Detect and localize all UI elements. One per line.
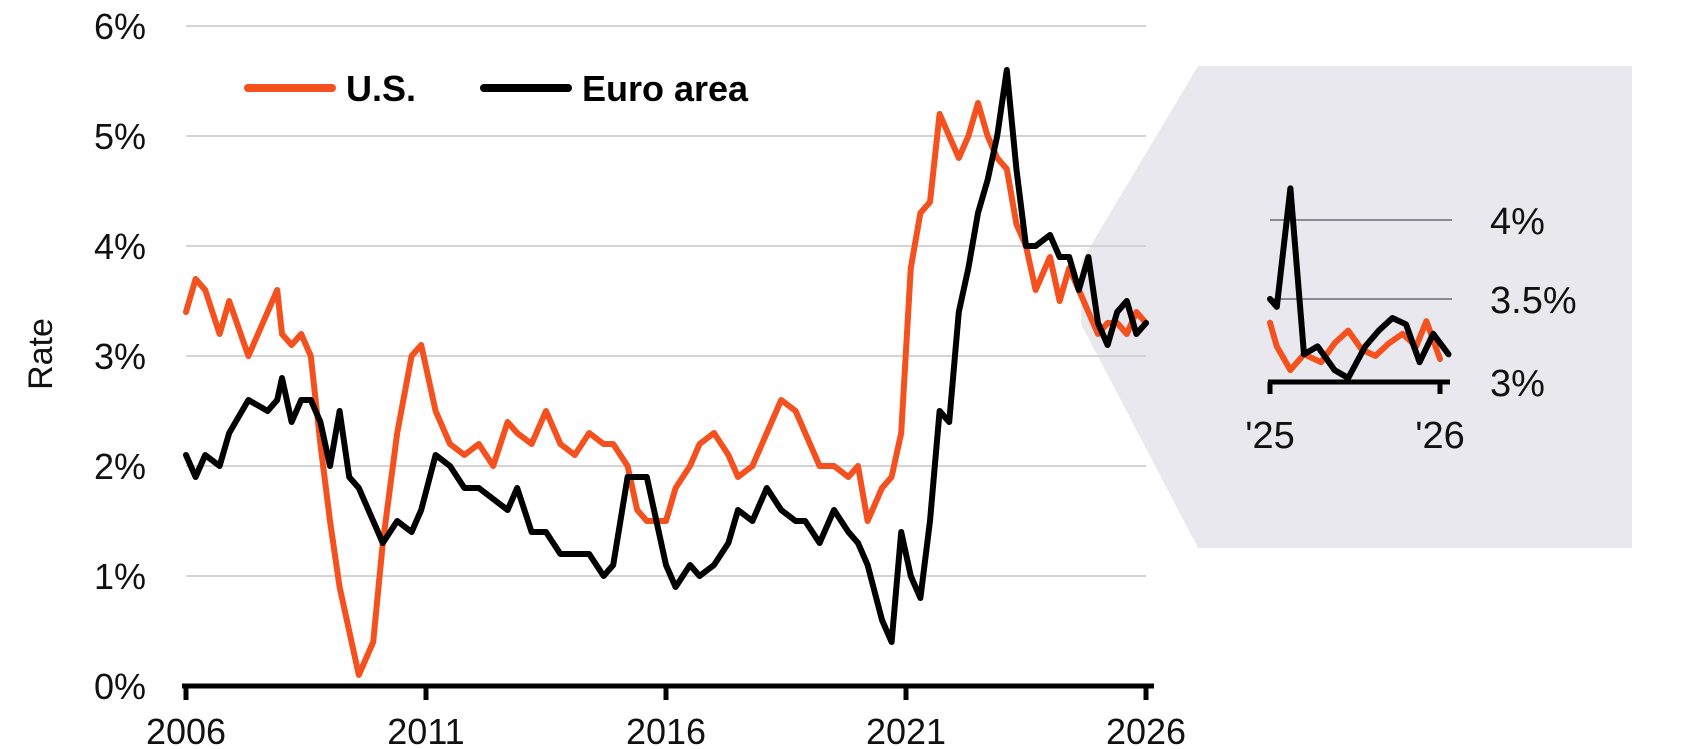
legend-label-euro: Euro area [582,68,749,109]
y-tick-label-4: 4% [94,226,146,267]
x-tick-label-2016: 2016 [626,711,706,749]
y-tick-label-3: 3% [94,336,146,377]
inset-x-axis: '25 '26 [1245,379,1465,457]
inset-series-lines [1267,185,1452,381]
x-tick-label-2011: 2011 [387,711,464,749]
y-tick-label-1: 1% [94,556,146,597]
y-tick-label-6: 6% [94,6,146,47]
inset-y-tick-label-2: 4% [1490,201,1545,243]
main-series-lines [183,67,1149,678]
series-line-euro-area [183,67,1149,645]
y-tick-label-0: 0% [94,666,146,707]
inset-y-tick-label-0: 3% [1490,363,1545,405]
inset-y-tick-labels: 3% 3.5% 4% [1490,201,1577,405]
y-tick-label-2: 2% [94,446,146,487]
x-tick-label-2021: 2021 [866,711,946,749]
y-tick-label-5: 5% [94,116,146,157]
inset-panel [1081,66,1632,548]
inset-y-tick-label-1: 3.5% [1490,280,1577,322]
inset-x-tick-label-0: '25 [1245,415,1295,457]
x-tick-label-2006: 2006 [146,711,226,749]
main-y-tick-labels: 0% 1% 2% 3% 4% 5% 6% [94,6,146,707]
inset-x-tick-label-1: '26 [1415,415,1465,457]
main-x-axis: 2006 2011 2016 2021 2026 [146,683,1186,749]
y-axis-label: Rate [22,318,60,390]
legend-label-us: U.S. [346,68,416,109]
legend: U.S. Euro area [244,68,749,109]
series-line-u-s [183,100,1149,678]
inset-series-line-euro-area [1267,185,1452,381]
x-tick-label-2026: 2026 [1106,711,1186,749]
